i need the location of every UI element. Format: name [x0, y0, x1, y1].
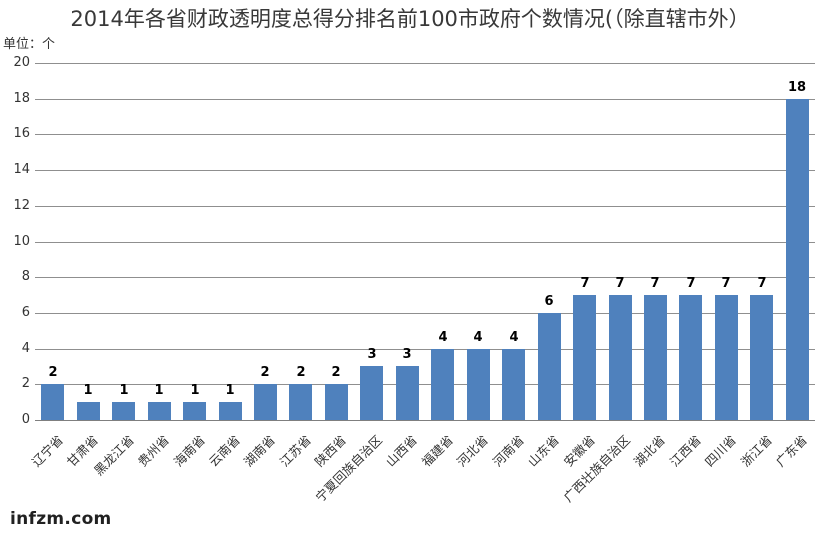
bar [538, 313, 561, 420]
bar-value-label: 3 [367, 347, 377, 362]
y-axis-tick-label: 14 [13, 162, 30, 177]
bar [467, 349, 490, 420]
y-axis-tick-label: 4 [21, 341, 30, 356]
y-axis-tick-label: 10 [13, 234, 30, 249]
y-axis-tick-label: 20 [13, 55, 30, 70]
bar [41, 384, 64, 420]
bar [750, 295, 773, 420]
bar-value-label: 3 [402, 347, 412, 362]
bar-value-label: 18 [787, 80, 807, 95]
watermark: infzm.com [10, 509, 112, 529]
plot-area: 0 2 4 6 8 10 12 14 16 18 20 2 辽宁省 1 甘肃省 1 黑龙江省 1 贵州省 1 海南省 1 云… [13, 55, 815, 505]
bar-value-label: 1 [119, 383, 129, 398]
bar [219, 402, 242, 420]
bar-value-label: 7 [757, 276, 767, 291]
gridline [35, 206, 815, 207]
bar-value-label: 7 [721, 276, 731, 291]
y-axis-tick-label: 6 [21, 305, 30, 320]
bar [360, 366, 383, 420]
bar [112, 402, 135, 420]
gridline [35, 242, 815, 243]
gridline [35, 313, 815, 314]
bar-value-label: 7 [580, 276, 590, 291]
chart-title: 2014年各省财政透明度总得分排名前100市政府个数情况(（除直辖市外） [70, 7, 750, 31]
x-axis-line [35, 420, 815, 421]
bar [289, 384, 312, 420]
bar-value-label: 4 [473, 330, 483, 345]
bar-value-label: 2 [260, 365, 270, 380]
chart-page: 2014年各省财政透明度总得分排名前100市政府个数情况(（除直辖市外） 单位：… [3, 7, 815, 529]
gridline [35, 384, 815, 385]
bar-value-label: 1 [190, 383, 200, 398]
y-axis-tick-label: 0 [21, 412, 30, 427]
bar-value-label: 1 [225, 383, 235, 398]
y-axis-unit-label: 单位：个 [3, 37, 56, 52]
bar-value-label: 1 [83, 383, 93, 398]
bar-value-label: 2 [48, 365, 58, 380]
gridline [35, 63, 815, 64]
y-axis-tick-label: 18 [13, 91, 30, 106]
bar-value-label: 2 [296, 365, 306, 380]
bar [77, 402, 100, 420]
gridline [35, 99, 815, 100]
bar-value-label: 1 [154, 383, 164, 398]
bar-value-label: 7 [650, 276, 660, 291]
bar-value-label: 7 [615, 276, 625, 291]
bar [396, 366, 419, 420]
bar-value-label: 6 [544, 294, 554, 309]
bar [609, 295, 632, 420]
gridline [35, 170, 815, 171]
bar-value-label: 4 [438, 330, 448, 345]
bar [786, 99, 809, 420]
bar-value-label: 7 [686, 276, 696, 291]
bar [715, 295, 738, 420]
bar [431, 349, 454, 420]
y-axis-tick-label: 2 [21, 376, 30, 391]
bar [679, 295, 702, 420]
bar [502, 349, 525, 420]
gridline [35, 134, 815, 135]
bar [573, 295, 596, 420]
gridline [35, 277, 815, 278]
bar [183, 402, 206, 420]
gridline [35, 349, 815, 350]
y-axis-tick-label: 16 [13, 126, 30, 141]
bar [325, 384, 348, 420]
y-axis-tick-label: 12 [13, 198, 30, 213]
bar-value-label: 2 [331, 365, 341, 380]
bar-value-label: 4 [509, 330, 519, 345]
y-axis-tick-label: 8 [21, 269, 30, 284]
bar [644, 295, 667, 420]
bar [148, 402, 171, 420]
bar [254, 384, 277, 420]
